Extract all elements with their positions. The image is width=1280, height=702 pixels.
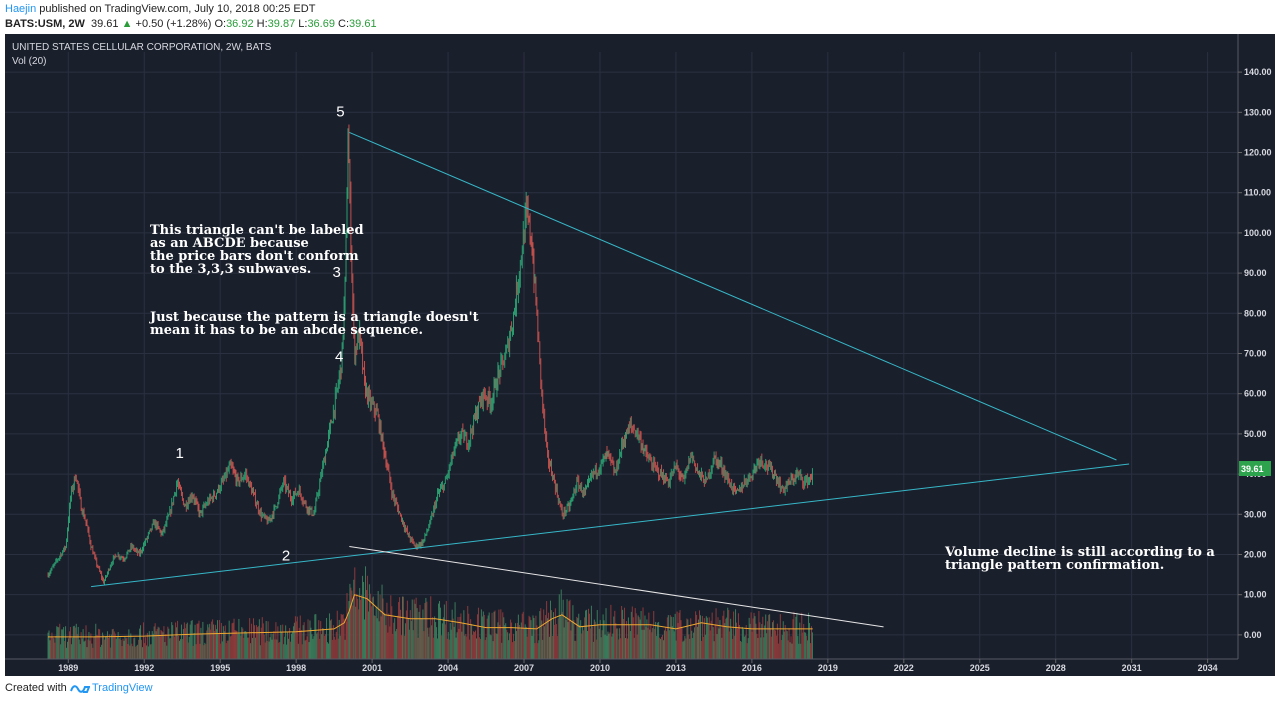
y-tick-label: 60.00 — [1244, 389, 1267, 399]
low-value: 36.69 — [307, 18, 335, 30]
x-tick-label: 2007 — [514, 663, 534, 673]
tradingview-link[interactable]: TradingView — [92, 682, 153, 694]
last-price: 39.61 — [90, 18, 119, 30]
y-tick-label: 90.00 — [1244, 268, 1267, 278]
close-label: C: — [338, 18, 350, 30]
published-text: published on TradingView.com, July 10, 2… — [36, 3, 316, 15]
up-arrow-icon: ▲ — [121, 18, 133, 30]
trendline-lower[interactable] — [91, 463, 1130, 588]
volume-indicator-label: Vol (20) — [12, 56, 46, 67]
annotation-line: to the 3,3,3 subwaves. — [150, 262, 311, 277]
chart-area[interactable]: 140.00 130.00 120.00 110.00 100.00 90.00 80.00… — [5, 34, 1275, 676]
tradingview-logo-icon[interactable] — [70, 681, 90, 695]
x-tick-label: 2016 — [742, 663, 762, 673]
wave-label-3: 3 — [332, 264, 340, 281]
x-tick-label: 2034 — [1198, 663, 1218, 673]
created-with-text: Created with — [5, 682, 67, 694]
x-tick-label: 2010 — [590, 663, 610, 673]
y-tick-label: 10.00 — [1244, 590, 1267, 600]
y-tick-label: 100.00 — [1244, 228, 1272, 238]
x-tick-label: 1995 — [210, 663, 230, 673]
y-tick-label: 120.00 — [1244, 147, 1272, 157]
volume-moving-average-line — [48, 594, 813, 638]
publish-info: Haejin published on TradingView.com, Jul… — [5, 3, 315, 15]
low-label: L: — [298, 18, 308, 30]
author-link[interactable]: Haejin — [5, 3, 37, 15]
y-tick-label: 30.00 — [1244, 509, 1267, 519]
chart-title: UNITED STATES CELLULAR CORPORATION, 2W, … — [12, 42, 272, 53]
y-tick-label: 50.00 — [1244, 429, 1267, 439]
x-tick-label: 2004 — [438, 663, 458, 673]
chart-header: Haejin published on TradingView.com, Jul… — [0, 0, 1280, 34]
x-tick-label: 2022 — [894, 663, 914, 673]
close-value: 39.61 — [349, 18, 377, 30]
annotation-line: the price bars don't conform — [150, 249, 359, 264]
wave-label-1: 1 — [176, 445, 184, 462]
x-tick-label: 2028 — [1046, 663, 1066, 673]
y-tick-label: 130.00 — [1244, 107, 1272, 117]
last-price-marker — [1239, 461, 1271, 476]
open-value: 36.92 — [226, 18, 254, 30]
x-tick-label: 2019 — [818, 663, 838, 673]
x-tick-label: 2031 — [1122, 663, 1142, 673]
open-label: O: — [214, 18, 227, 30]
y-tick-label: 140.00 — [1244, 67, 1272, 77]
y-tick-label: 80.00 — [1244, 308, 1267, 318]
trendline-volume[interactable] — [349, 545, 884, 628]
y-tick-label: 110.00 — [1244, 188, 1271, 198]
x-tick-label: 2001 — [362, 663, 382, 673]
trendline-upper[interactable] — [349, 131, 1117, 461]
y-tick-label: 0.00 — [1244, 630, 1262, 640]
y-tick-label: 20.00 — [1244, 549, 1267, 559]
annotation-line: Volume decline is still according to a — [944, 545, 1215, 560]
annotation-text-3: Volume decline is still according to a tr… — [944, 545, 1215, 573]
annotation-line: mean it has to be an abcde sequence. — [150, 323, 423, 338]
annotation-line: triangle pattern confirmation. — [945, 558, 1164, 573]
y-tick-label: 70.00 — [1244, 348, 1267, 358]
symbol-label: BATS:USM, 2W — [5, 18, 85, 30]
last-price-label: 39.61 — [1241, 464, 1264, 474]
x-tick-label: 1989 — [58, 663, 78, 673]
high-value: 39.87 — [267, 18, 296, 30]
annotation-text-2: Just because the pattern is a triangle d… — [149, 310, 479, 338]
annotation-text-1: This triangle can't be labeled as an ABCD… — [150, 223, 364, 277]
annotation-line: Just because the pattern is a triangle d… — [149, 310, 479, 325]
x-tick-label: 1992 — [134, 663, 154, 673]
annotation-line: as an ABCDE because — [150, 236, 309, 251]
wave-label-4: 4 — [335, 349, 343, 366]
x-tick-label: 2013 — [666, 663, 686, 673]
footer: Created with TradingView — [0, 676, 1280, 702]
x-tick-label: 1998 — [286, 663, 306, 673]
annotation-line: This triangle can't be labeled — [150, 223, 364, 238]
change-value: +0.50 (+1.28%) — [135, 18, 212, 30]
price-chart[interactable]: 140.00130.00120.00110.00100.0090.0080.00… — [5, 34, 1275, 676]
x-tick-label: 2025 — [970, 663, 990, 673]
ohlc-line: BATS:USM, 2W 39.61 ▲ +0.50 (+1.28%) O:36… — [5, 18, 377, 30]
wave-label-5: 5 — [336, 103, 344, 120]
wave-label-2: 2 — [282, 548, 290, 565]
high-label: H: — [256, 18, 268, 30]
